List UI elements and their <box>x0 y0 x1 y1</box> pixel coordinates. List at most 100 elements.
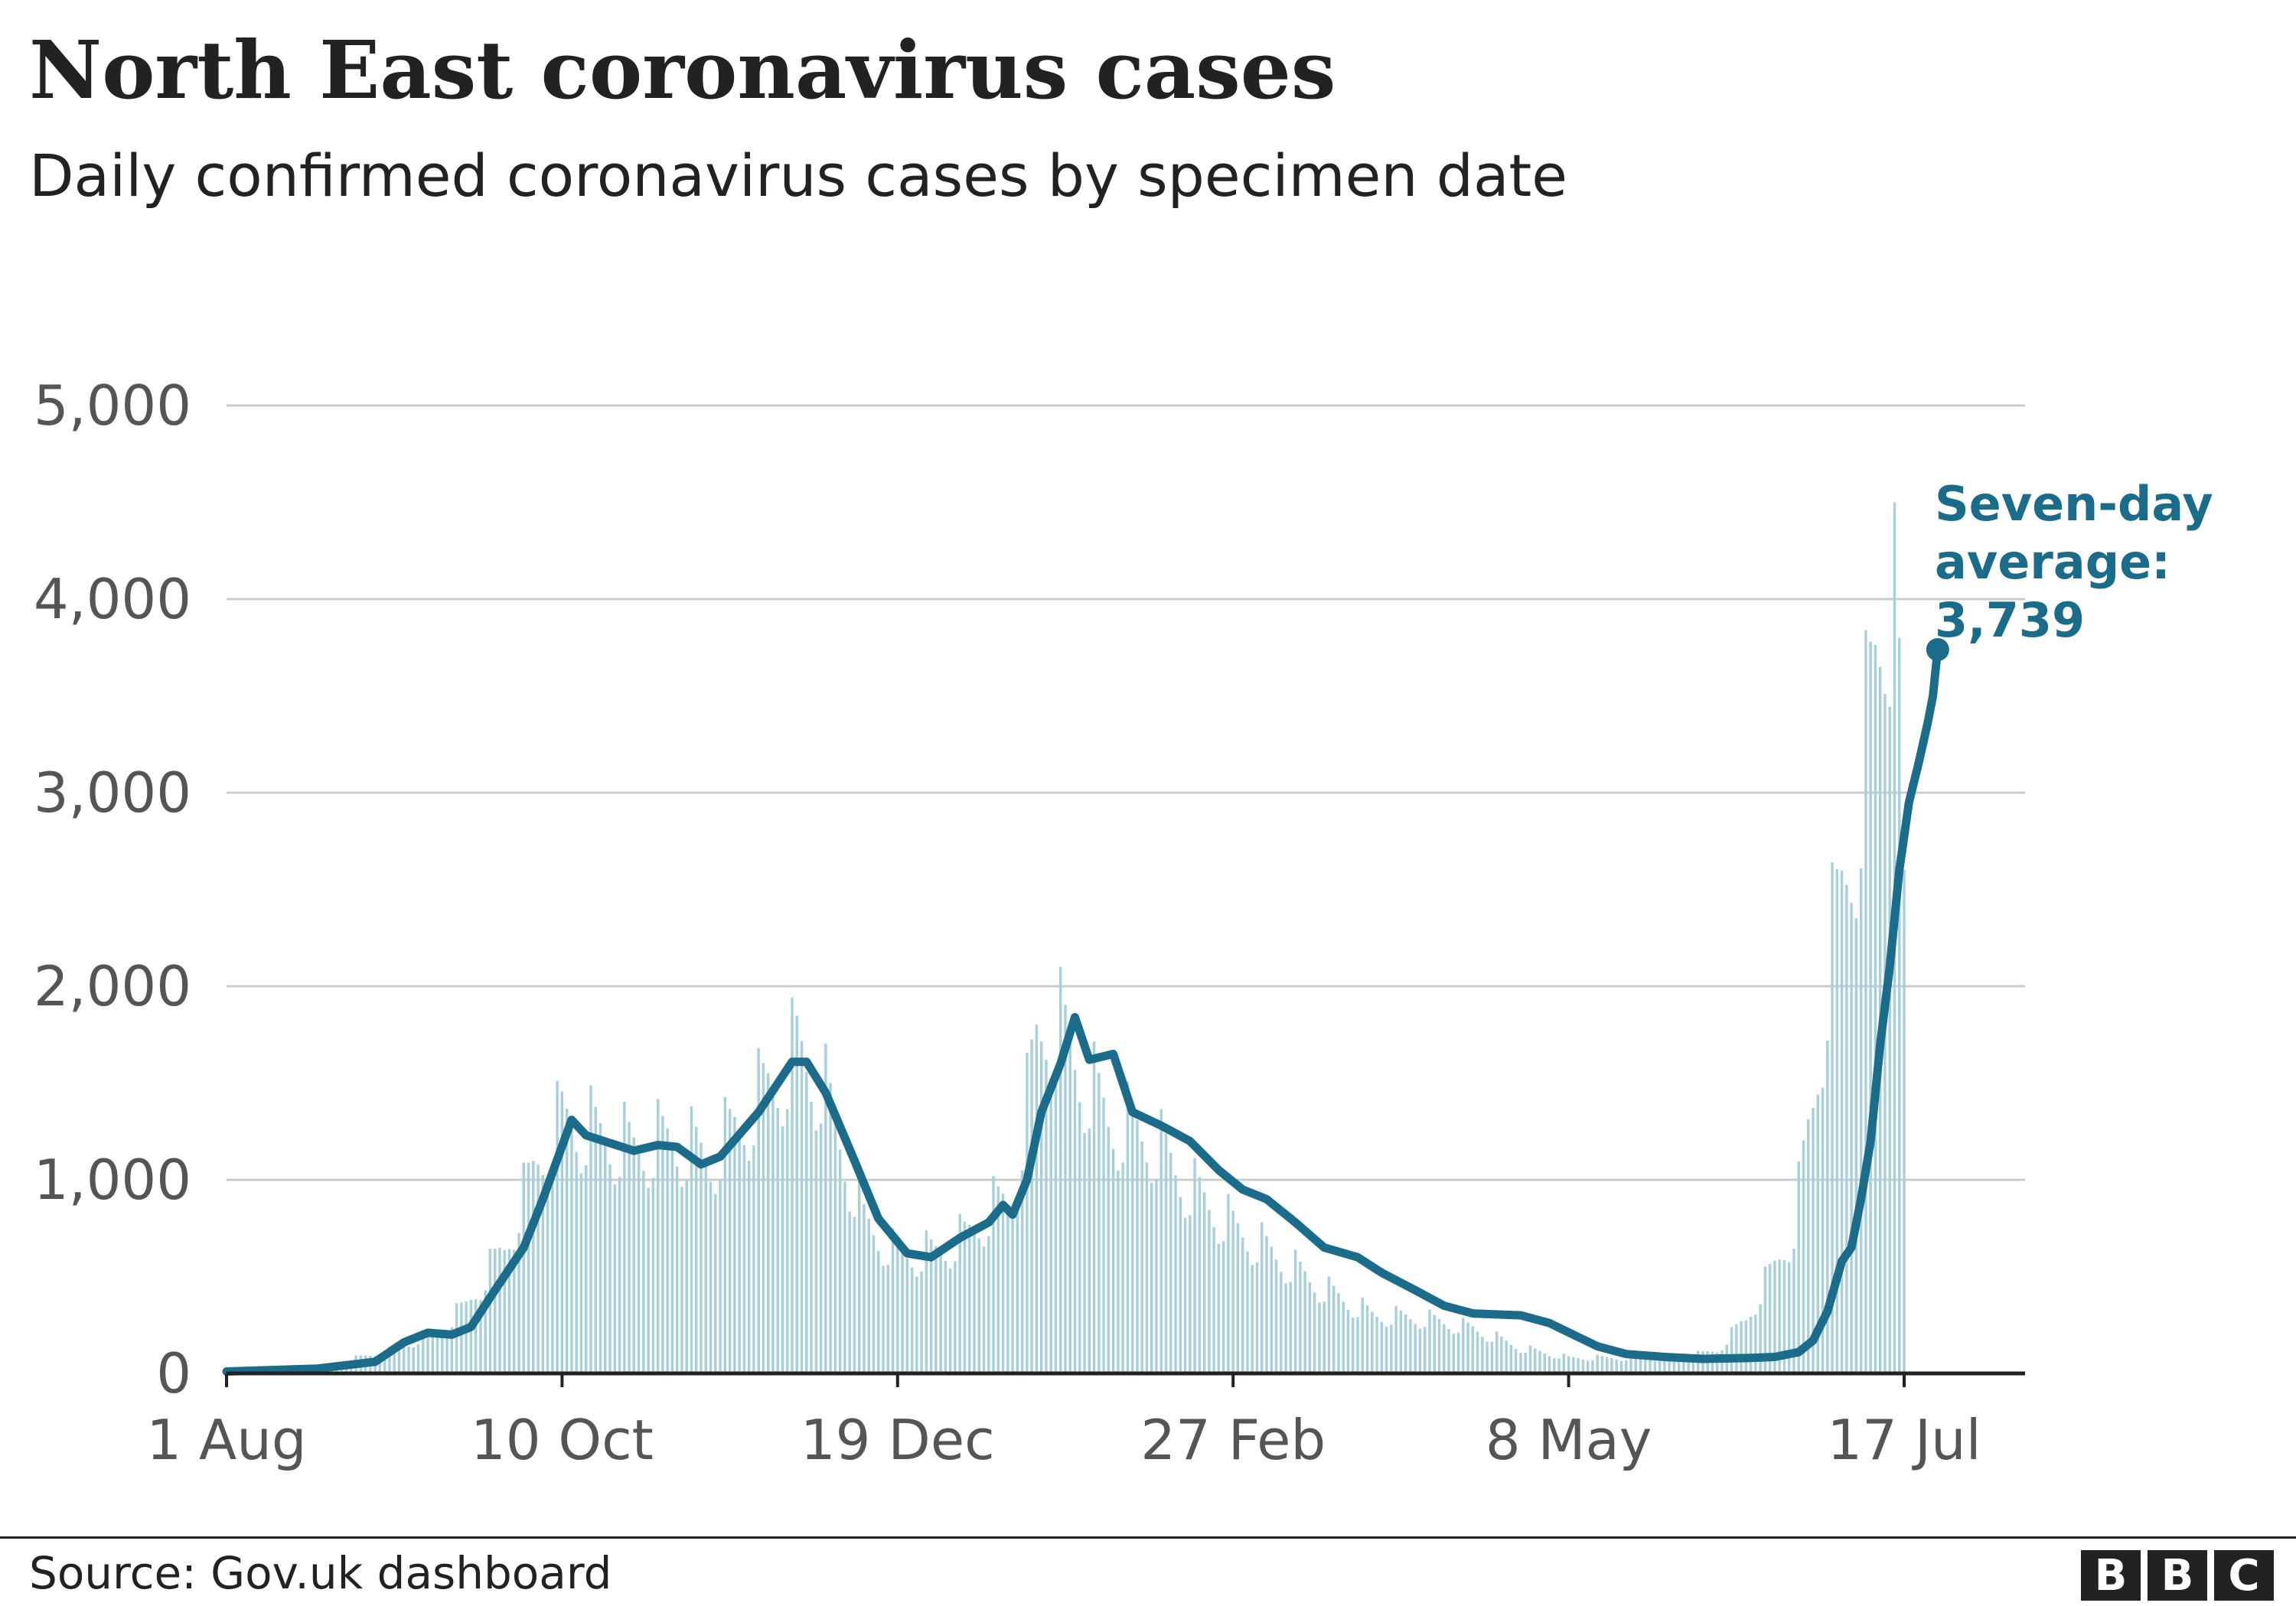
daily-bar <box>781 1126 784 1373</box>
daily-bar <box>863 1204 866 1373</box>
daily-bar <box>1006 1204 1009 1373</box>
daily-bar <box>867 1218 870 1373</box>
daily-bar <box>1562 1354 1566 1373</box>
daily-bar <box>1255 1262 1259 1373</box>
daily-bar <box>1514 1349 1518 1373</box>
daily-bar <box>1380 1321 1384 1373</box>
daily-bar <box>1221 1241 1225 1373</box>
daily-bar <box>1045 1060 1048 1373</box>
daily-bar <box>1567 1356 1570 1373</box>
footer-divider <box>0 1536 2296 1539</box>
daily-bar <box>1390 1324 1393 1373</box>
daily-bar <box>656 1099 660 1373</box>
daily-bar <box>733 1116 736 1373</box>
daily-bar <box>714 1194 717 1373</box>
daily-bar <box>1404 1314 1407 1373</box>
daily-bar <box>757 1047 760 1373</box>
daily-bar <box>1261 1222 1264 1373</box>
daily-bar <box>412 1347 415 1373</box>
daily-bar <box>618 1177 621 1373</box>
daily-bar <box>982 1246 986 1373</box>
daily-bar <box>1639 1357 1642 1373</box>
daily-bar <box>642 1171 645 1373</box>
daily-bar <box>1778 1259 1781 1373</box>
daily-bar <box>503 1249 506 1373</box>
daily-bar <box>1155 1178 1158 1373</box>
daily-bar <box>1456 1332 1460 1373</box>
daily-bar <box>833 1115 837 1373</box>
daily-bar <box>1039 1041 1043 1373</box>
daily-bar <box>685 1180 688 1373</box>
daily-bar <box>1183 1217 1187 1373</box>
daily-bar <box>848 1211 851 1373</box>
daily-bar <box>891 1228 895 1373</box>
y-tick-label: 4,000 <box>34 567 191 631</box>
daily-bar <box>939 1253 942 1373</box>
daily-bar <box>1126 1081 1130 1373</box>
daily-bar <box>1064 1005 1067 1373</box>
daily-bar <box>1078 1102 1081 1373</box>
daily-bar <box>1365 1305 1369 1373</box>
daily-bar <box>1342 1301 1345 1373</box>
x-tick-label: 1 Aug <box>146 1408 306 1472</box>
daily-bar <box>675 1166 679 1373</box>
daily-bar <box>1208 1210 1211 1373</box>
daily-bar <box>1130 1103 1134 1373</box>
daily-bar <box>1140 1141 1143 1373</box>
daily-bar <box>507 1249 511 1373</box>
daily-bar <box>1577 1358 1580 1373</box>
daily-bar <box>1773 1260 1776 1373</box>
daily-bar <box>445 1333 448 1373</box>
daily-bar <box>1394 1305 1397 1373</box>
daily-bar <box>670 1145 674 1373</box>
daily-bar <box>1792 1248 1795 1373</box>
daily-bar <box>1553 1358 1556 1373</box>
daily-bar <box>1346 1309 1350 1373</box>
daily-bar <box>1073 1070 1077 1373</box>
latest-average-dot <box>1926 638 1949 662</box>
daily-bar <box>771 1090 775 1373</box>
daily-bar <box>1059 966 1062 1373</box>
daily-bar <box>623 1101 626 1373</box>
daily-bar <box>1610 1358 1613 1373</box>
daily-bar <box>1658 1360 1662 1373</box>
daily-bar <box>632 1137 636 1373</box>
daily-bar <box>1524 1352 1527 1373</box>
daily-bar <box>1591 1360 1594 1373</box>
daily-bar <box>575 1152 578 1373</box>
y-axis-ticks: 0 1,000 2,000 3,000 4,000 5,000 <box>34 373 191 1406</box>
daily-bar <box>700 1142 703 1373</box>
daily-bar <box>829 1083 832 1373</box>
daily-bar <box>1845 884 1848 1373</box>
daily-bar <box>393 1347 396 1373</box>
daily-bar <box>378 1357 382 1373</box>
daily-bar <box>608 1164 612 1373</box>
daily-bar <box>1246 1251 1249 1373</box>
y-tick-label: 2,000 <box>34 954 191 1018</box>
daily-bar <box>435 1331 439 1373</box>
daily-bar <box>857 1173 861 1373</box>
daily-bar <box>1016 1205 1019 1373</box>
annotation-line-3: 3,739 <box>1935 592 2085 648</box>
daily-bar <box>1854 918 1858 1373</box>
bbc-logo-letter: C <box>2214 1550 2274 1601</box>
daily-bar <box>1840 870 1844 1373</box>
daily-bar <box>1787 1262 1791 1373</box>
daily-bar <box>1274 1259 1278 1373</box>
daily-bar <box>1687 1360 1690 1373</box>
daily-bar <box>1744 1320 1748 1373</box>
daily-bar <box>532 1161 535 1373</box>
daily-bar <box>565 1109 569 1373</box>
daily-bar <box>1189 1215 1192 1373</box>
daily-bar <box>1528 1345 1532 1373</box>
daily-bar <box>723 1096 727 1373</box>
daily-bar <box>1471 1326 1475 1373</box>
bbc-logo: B B C <box>2081 1550 2274 1601</box>
daily-bar <box>1265 1236 1268 1373</box>
daily-bar <box>958 1213 961 1373</box>
daily-bar <box>441 1333 444 1373</box>
daily-bar <box>776 1107 779 1373</box>
daily-bar <box>589 1085 592 1373</box>
daily-bar <box>1677 1358 1681 1373</box>
daily-bar <box>1505 1341 1508 1373</box>
